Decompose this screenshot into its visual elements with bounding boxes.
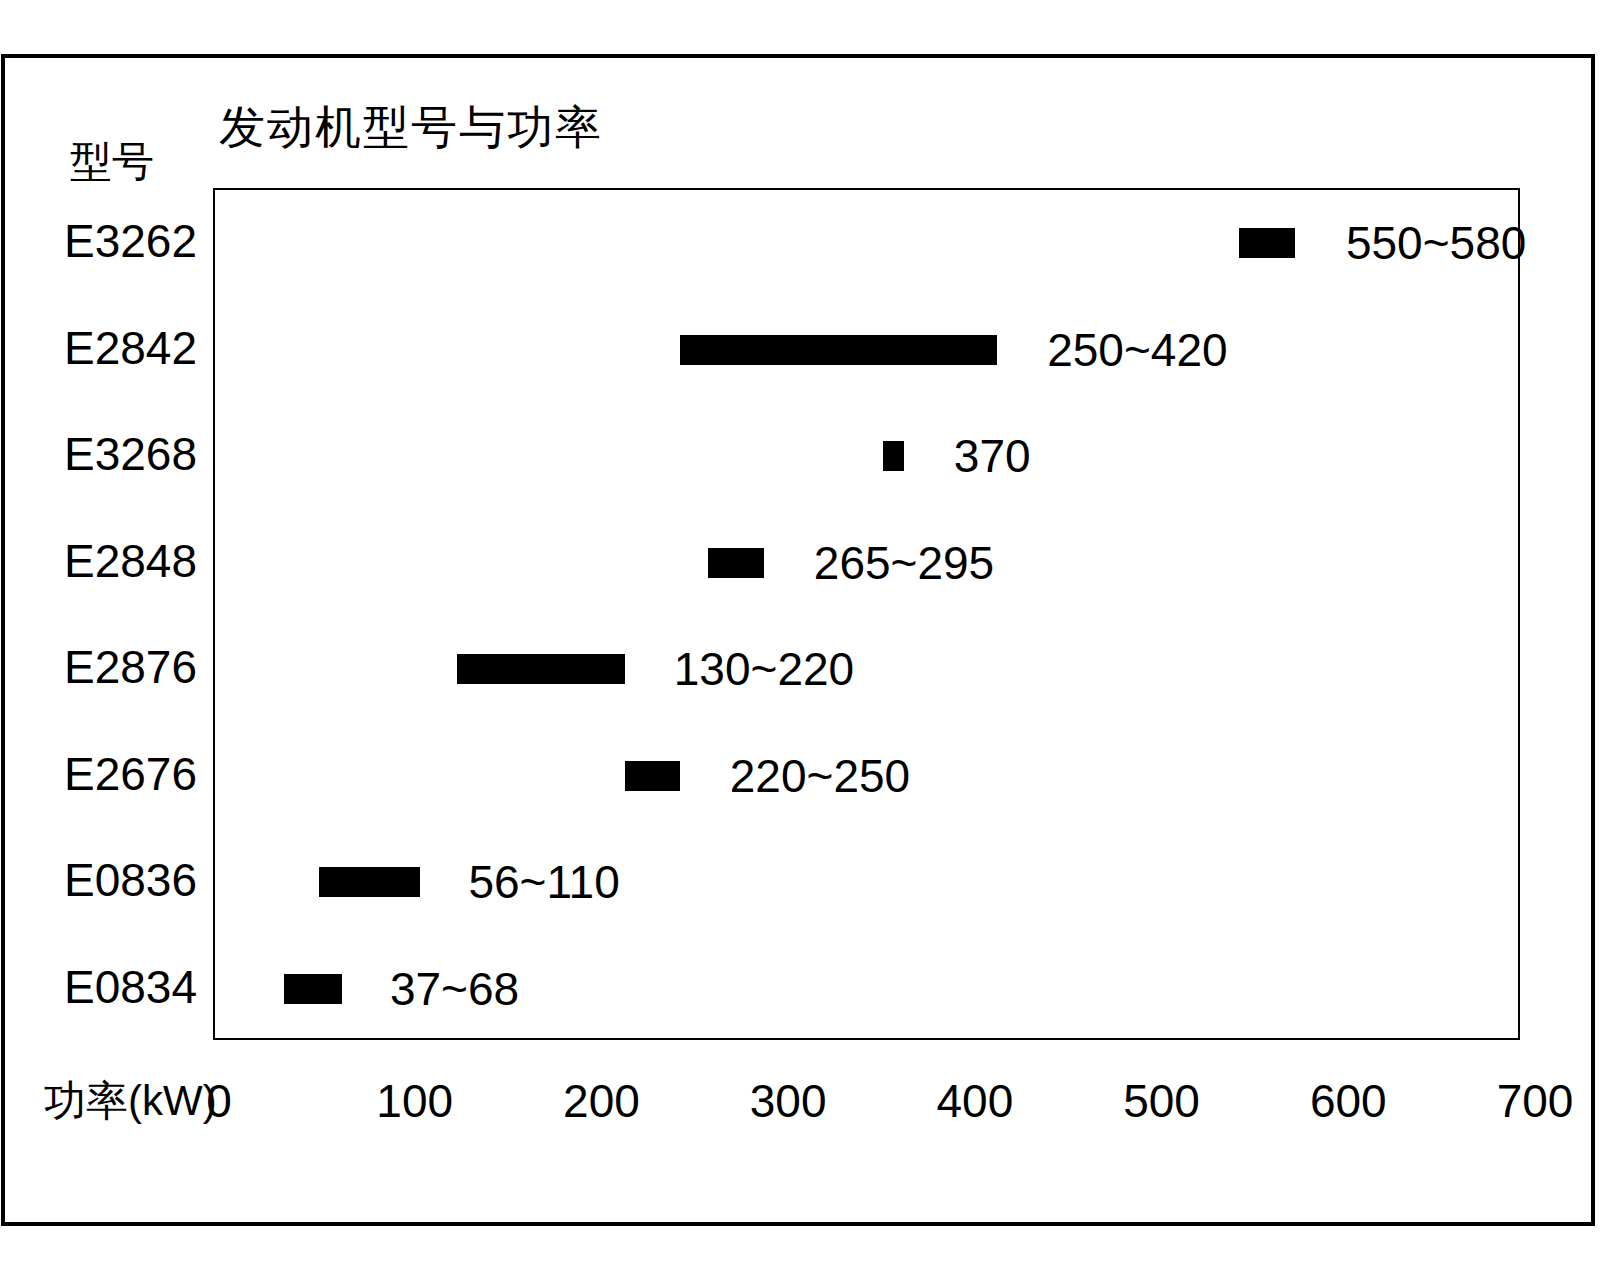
range-bar-E2876 [457,654,625,684]
range-bar-E3262 [1239,228,1295,258]
plot-area: 550~580 250~420 370 265~295 130~220 220~250 56… [213,188,1520,1040]
range-bar-E2848 [708,548,764,578]
chart-title: 发动机型号与功率 [219,102,603,152]
chart-row-E2848: 265~295 [215,510,1518,617]
y-tick-label-E0836: E0836 [64,857,197,903]
range-label-E2848: 265~295 [814,540,994,586]
range-label-E0836: 56~110 [468,859,619,905]
y-tick-label-E0834: E0834 [64,964,197,1010]
chart-row-E3268: 370 [215,403,1518,510]
x-tick-label-0: 0 [206,1076,232,1126]
x-tick-label-400: 400 [936,1076,1013,1126]
x-tick-label-700: 700 [1497,1076,1574,1126]
y-tick-label-E3268: E3268 [64,431,197,477]
x-tick-label-500: 500 [1123,1076,1200,1126]
range-bar-E0834 [284,974,342,1004]
range-bar-E3268 [883,441,903,471]
y-tick-label-E2876: E2876 [64,644,197,690]
range-label-E0834: 37~68 [390,966,519,1012]
chart-row-E0834: 37~68 [215,936,1518,1043]
y-tick-label-E2842: E2842 [64,325,197,371]
x-tick-label-200: 200 [563,1076,640,1126]
chart-row-E3262: 550~580 [215,190,1518,297]
chart-row-E2676: 220~250 [215,723,1518,830]
chart-row-E2876: 130~220 [215,616,1518,723]
x-tick-label-300: 300 [750,1076,827,1126]
chart-row-E2842: 250~420 [215,297,1518,404]
x-axis-title: 功率(kW) [44,1076,217,1126]
range-label-E2842: 250~420 [1047,327,1227,373]
y-tick-label-E2676: E2676 [64,751,197,797]
x-tick-label-100: 100 [376,1076,453,1126]
chart-row-E0836: 56~110 [215,829,1518,936]
x-tick-label-600: 600 [1310,1076,1387,1126]
range-label-E2876: 130~220 [674,646,854,692]
y-tick-label-E3262: E3262 [64,218,197,264]
engine-power-chart: 发动机型号与功率 型号 功率(kW) 550~580 250~420 370 265~… [0,0,1600,1280]
range-label-E3262: 550~580 [1346,220,1526,266]
range-bar-E2842 [680,335,996,365]
range-bar-E0836 [319,867,420,897]
y-axis-title: 型号 [70,138,154,186]
y-tick-label-E2848: E2848 [64,538,197,584]
range-label-E2676: 220~250 [730,753,910,799]
range-bar-E2676 [625,761,681,791]
range-label-E3268: 370 [954,433,1031,479]
